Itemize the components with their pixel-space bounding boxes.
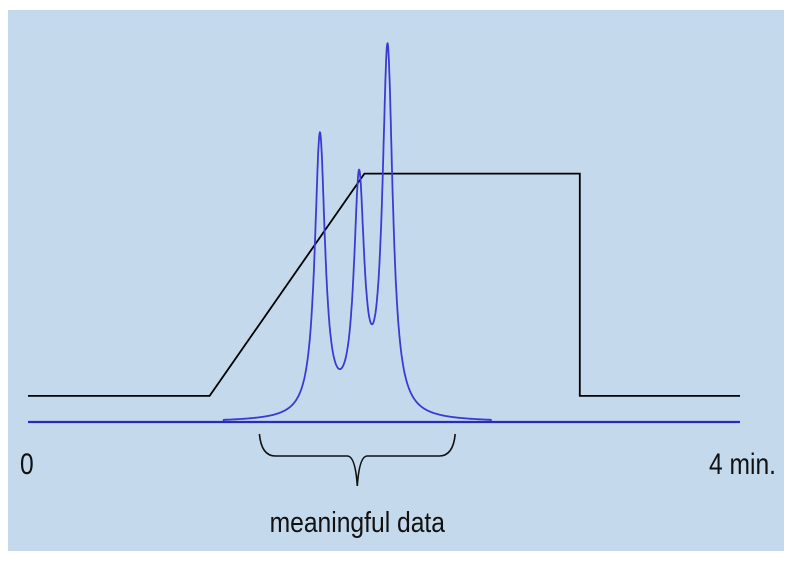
annotation-brace [258,433,456,487]
series-gradient-profile [28,172,740,397]
annotation-label: meaningful data [270,506,445,538]
x-tick-label-4: 4 min. [709,447,776,481]
chart-marks [27,42,741,424]
x-tick-label-0: 0 [20,447,34,481]
